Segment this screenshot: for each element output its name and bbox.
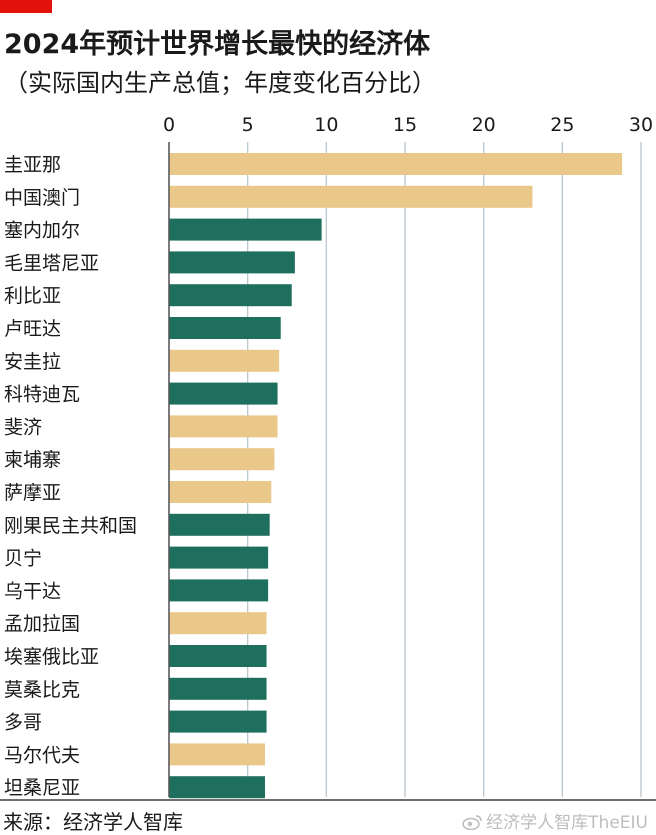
category-label: 安圭拉 [4, 351, 61, 373]
category-label: 毛里塔尼亚 [4, 252, 99, 274]
x-tick-label: 25 [550, 114, 574, 136]
category-label: 坦桑尼亚 [4, 777, 80, 799]
x-tick-label: 0 [163, 114, 175, 136]
x-tick-label: 15 [393, 114, 417, 136]
bar [169, 645, 267, 667]
bar [169, 513, 270, 536]
bar [169, 382, 278, 405]
category-label: 科特迪瓦 [4, 384, 80, 406]
category-label: 马尔代夫 [4, 744, 80, 766]
category-label: 莫桑比克 [4, 679, 80, 701]
category-label: 埃塞俄比亚 [4, 646, 99, 668]
x-tick-label: 10 [314, 114, 338, 136]
bar [169, 481, 272, 503]
bar [169, 185, 533, 208]
bar [169, 546, 269, 569]
source-note: 来源：经济学人智库 [3, 810, 183, 834]
bar [169, 743, 265, 766]
x-tick-label: 20 [472, 114, 496, 136]
weibo-icon [462, 815, 482, 830]
watermark: 经济学人智库TheEIU [462, 808, 648, 833]
bar [169, 448, 275, 471]
bar [169, 776, 265, 799]
bar [169, 349, 280, 372]
category-label: 斐济 [4, 416, 42, 438]
category-label: 孟加拉国 [4, 613, 80, 635]
bar [169, 579, 269, 602]
bar [169, 218, 322, 241]
watermark-text: 经济学人智库TheEIU [486, 813, 648, 833]
category-label: 刚果民主共和国 [4, 515, 137, 537]
bar [169, 677, 267, 700]
category-label: 多哥 [4, 712, 42, 734]
x-tick-label: 30 [629, 114, 653, 136]
category-label: 中国澳门 [4, 187, 80, 209]
chart-subtitle: （实际国内生产总值；年度变化百分比） [4, 69, 436, 97]
category-label: 柬埔寨 [4, 449, 61, 471]
bar [169, 251, 295, 274]
category-label: 贝宁 [4, 548, 42, 570]
bar [169, 415, 278, 438]
bar [169, 153, 623, 175]
category-label: 利比亚 [4, 285, 61, 307]
category-label: 塞内加尔 [4, 220, 80, 242]
bar [169, 612, 267, 635]
category-label: 卢旺达 [4, 318, 61, 340]
category-label: 圭亚那 [4, 154, 61, 176]
x-tick-label: 5 [242, 114, 254, 136]
chart-title: 2024年预计世界增长最快的经济体 [4, 29, 431, 60]
bar [169, 284, 292, 307]
bar [169, 317, 281, 339]
bar [169, 710, 267, 733]
category-label: 乌干达 [4, 580, 61, 602]
category-label: 萨摩亚 [4, 482, 61, 504]
brand-accent-bar [0, 0, 52, 13]
